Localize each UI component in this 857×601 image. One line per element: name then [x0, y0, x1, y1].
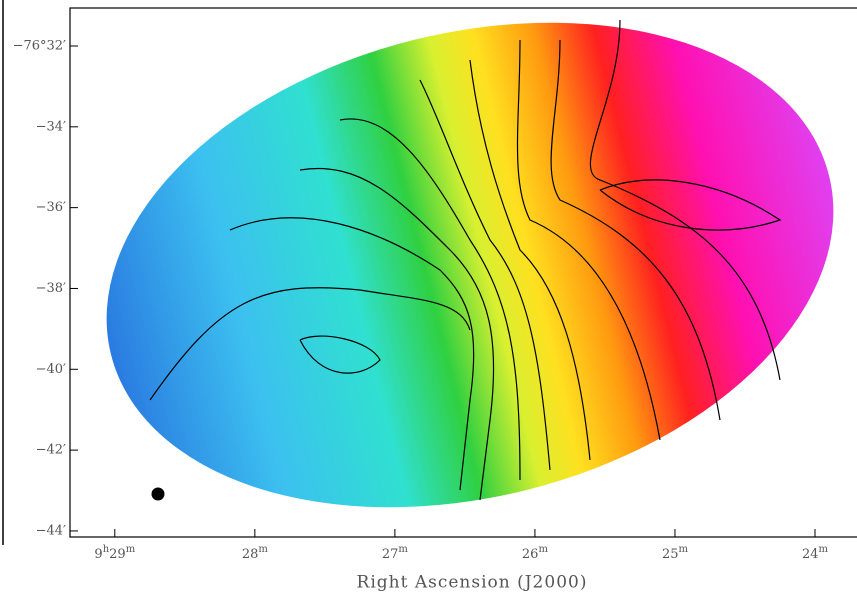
x-tick-label: 9h29m [94, 544, 135, 562]
y-tick-label: −34′ [36, 119, 66, 134]
x-tick-label: 25m [662, 544, 689, 562]
plot-frame [69, 7, 857, 538]
y-tick-label: −40′ [36, 362, 66, 377]
y-tick-label: −76°32′ [13, 38, 66, 53]
y-tick-label: −38′ [36, 281, 66, 296]
x-tick-label: 28m [242, 544, 269, 562]
x-tick-label: 27m [382, 544, 409, 562]
x-tick-label: 24m [802, 544, 829, 562]
velocity-map [106, 19, 834, 508]
y-tick-label: −36′ [36, 200, 66, 215]
y-tick-label: −42′ [36, 443, 66, 458]
x-axis-label: Right Ascension (J2000) [357, 573, 588, 593]
x-tick-label: 26m [522, 544, 549, 562]
y-tick-label: −44′ [36, 523, 66, 538]
